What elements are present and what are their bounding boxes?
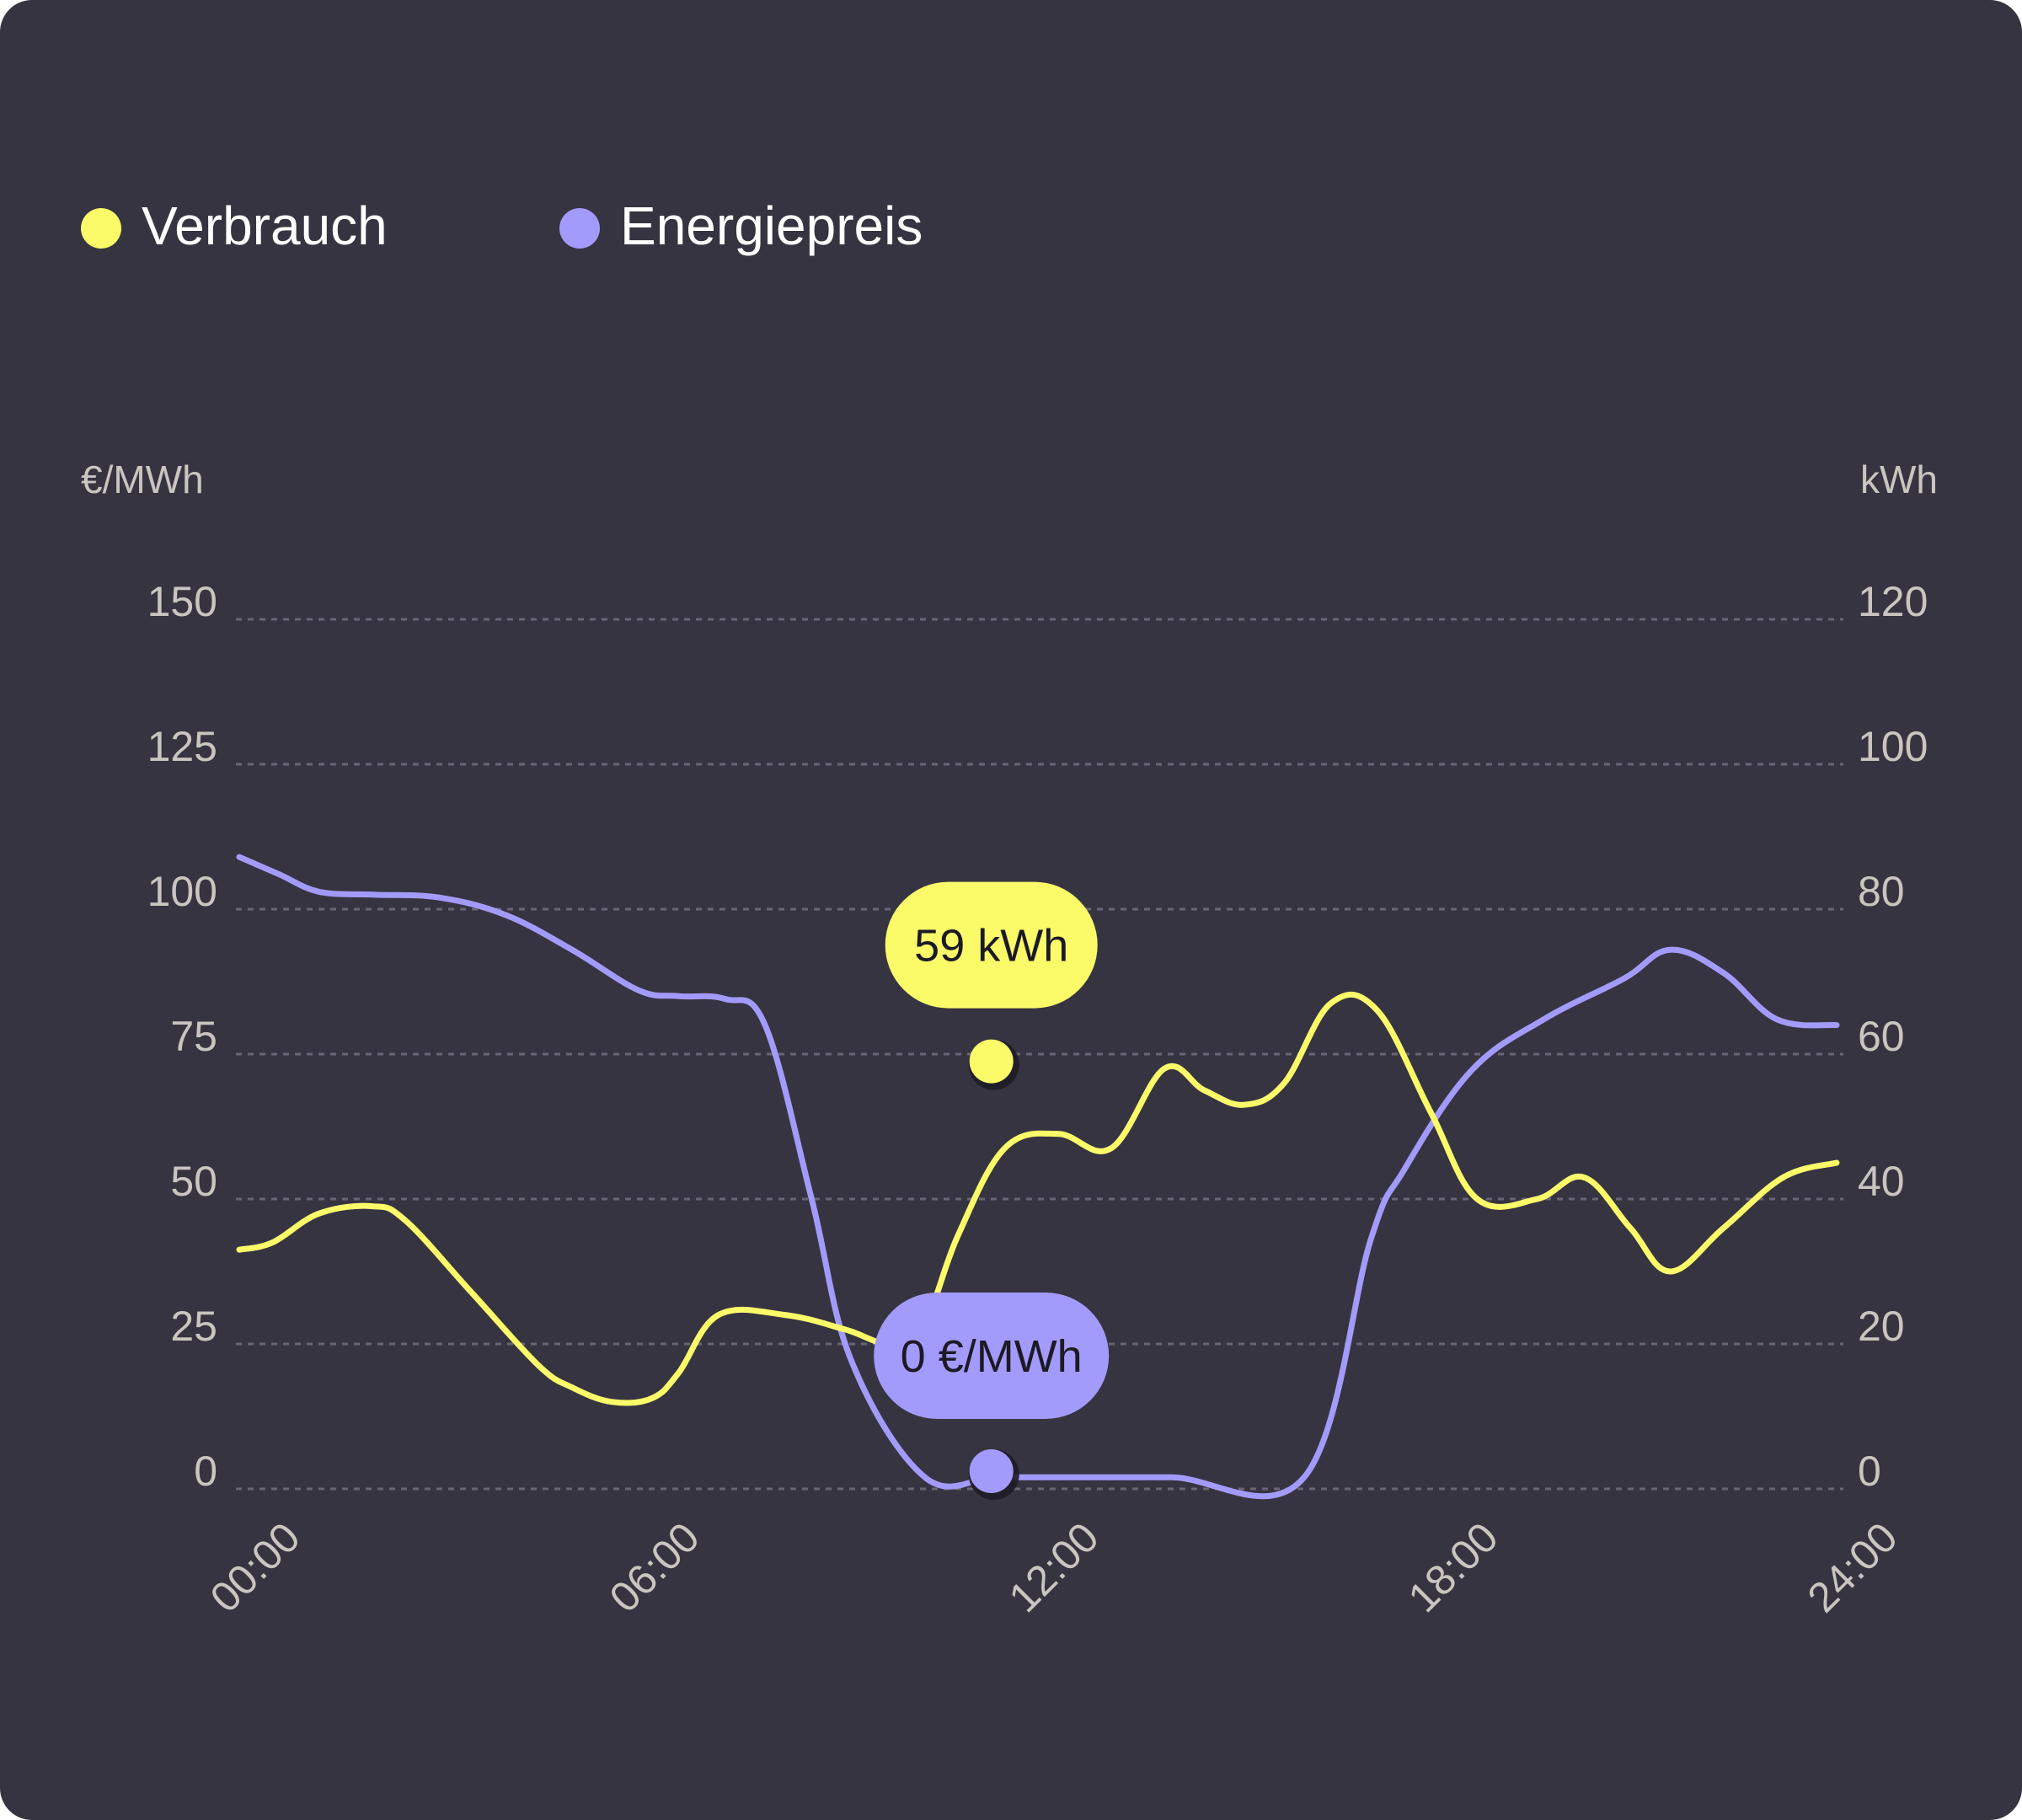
- left-axis-ticks: 0 25 50 75 100 125 150: [147, 578, 217, 1495]
- x-axis-ticks: 00:00 06:00 12:00 18:00 24:00: [201, 1513, 1907, 1621]
- right-axis-ticks: 0 20 40 60 80 100 120: [1858, 578, 1928, 1495]
- left-tick-label: 0: [194, 1448, 217, 1495]
- x-tick-label: 24:00: [1799, 1513, 1907, 1621]
- right-tick-label: 0: [1858, 1448, 1881, 1495]
- right-tick-label: 100: [1858, 723, 1928, 770]
- left-tick-label: 50: [170, 1158, 217, 1205]
- x-tick-label: 18:00: [1399, 1513, 1507, 1621]
- x-tick-label: 06:00: [601, 1513, 709, 1621]
- right-tick-label: 60: [1858, 1013, 1905, 1060]
- right-axis-label: kWh: [1860, 458, 1938, 501]
- x-tick-label: 00:00: [201, 1513, 309, 1621]
- tooltip-energiepreis: [874, 1293, 1110, 1419]
- left-tick-label: 125: [147, 723, 217, 770]
- tooltip-label-energiepreis: 0 €/MWh: [901, 1331, 1083, 1382]
- right-tick-label: 40: [1858, 1158, 1905, 1205]
- legend-label-energiepreis: Energiepreis: [620, 195, 923, 256]
- left-tick-label: 100: [147, 868, 217, 915]
- annotations: 59 kWh 0 €/MWh: [874, 881, 1110, 1500]
- left-tick-label: 25: [170, 1303, 217, 1350]
- x-tick-label: 12:00: [1000, 1513, 1108, 1621]
- tooltip-verbrauch: [885, 881, 1098, 1009]
- left-tick-label: 150: [147, 578, 217, 625]
- legend-label-verbrauch: Verbrauch: [142, 195, 388, 256]
- left-axis-label: €/MWh: [81, 458, 204, 501]
- series-line-verbrauch: [236, 991, 1840, 1406]
- right-tick-label: 120: [1858, 578, 1928, 625]
- tooltip-label-verbrauch: 59 kWh: [914, 921, 1068, 972]
- legend-dot-energiepreis: [559, 208, 600, 249]
- marker-verbrauch[interactable]: [969, 1039, 1014, 1084]
- right-tick-label: 20: [1858, 1303, 1905, 1350]
- right-tick-label: 80: [1858, 868, 1905, 915]
- marker-energiepreis[interactable]: [969, 1449, 1014, 1493]
- left-tick-label: 75: [170, 1013, 217, 1060]
- legend-dot-verbrauch: [81, 208, 121, 249]
